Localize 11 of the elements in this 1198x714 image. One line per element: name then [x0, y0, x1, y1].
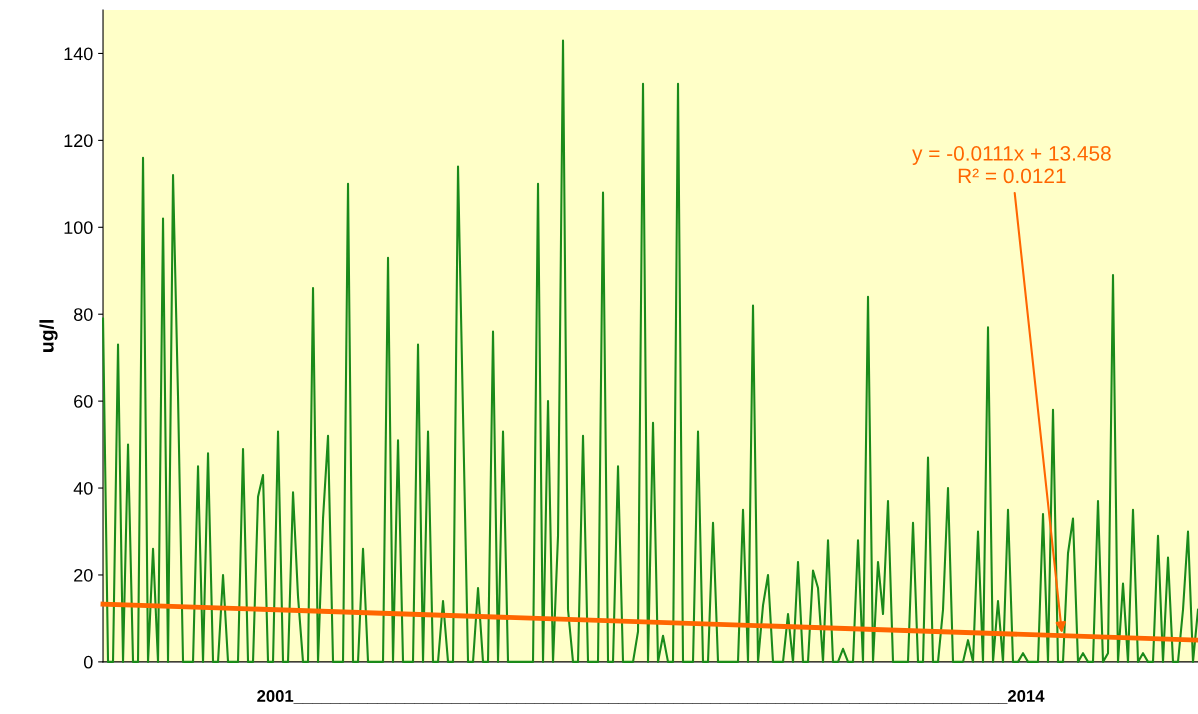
y-tick-label: 140	[64, 47, 93, 61]
y-tick-label: 120	[64, 134, 93, 148]
x-axis-title: 2001_____________________________________________________________________________2014	[257, 690, 1045, 704]
y-axis-title: ug/l	[39, 320, 58, 353]
y-tick-label: 40	[73, 481, 93, 495]
y-tick-label: 60	[74, 395, 93, 408]
y-tick-label: 20	[74, 568, 93, 582]
y-tick-label: 0	[83, 655, 93, 669]
y-tick-label: 100	[64, 221, 93, 235]
annotation: y = -0.0111x + 13.458 R² = 0.0121	[912, 146, 1111, 184]
y-tick-label: 80	[74, 308, 93, 321]
